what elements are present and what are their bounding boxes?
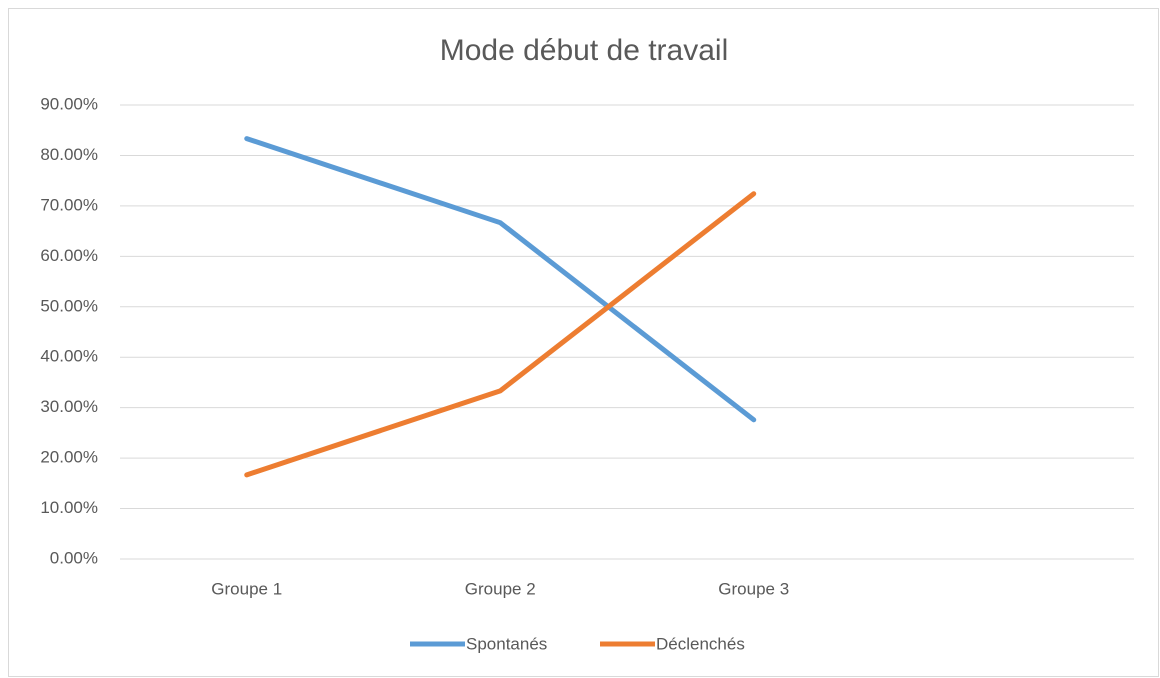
legend-label: Déclenchés (656, 634, 745, 653)
x-tick-label: Groupe 2 (465, 579, 536, 598)
y-tick-label: 40.00% (40, 347, 98, 366)
y-tick-label: 50.00% (40, 296, 98, 315)
x-tick-label: Groupe 1 (211, 579, 282, 598)
chart-title: Mode début de travail (440, 34, 729, 67)
series-line (244, 136, 757, 423)
y-tick-label: 0.00% (50, 548, 98, 567)
y-tick-label: 60.00% (40, 246, 98, 265)
y-tick-label: 30.00% (40, 397, 98, 416)
series-line (244, 191, 757, 478)
y-tick-label: 20.00% (40, 448, 98, 467)
y-tick-label: 70.00% (40, 195, 98, 214)
x-tick-label: Groupe 3 (718, 579, 789, 598)
y-tick-label: 10.00% (40, 498, 98, 517)
legend-label: Spontanés (466, 634, 547, 653)
y-tick-label: 80.00% (40, 145, 98, 164)
chart-frame (8, 8, 1159, 677)
y-tick-label: 90.00% (40, 94, 98, 113)
